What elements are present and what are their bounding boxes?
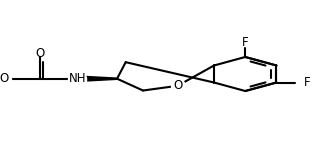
Text: F: F [242, 36, 249, 49]
Text: NH: NH [69, 72, 86, 85]
Text: F: F [304, 76, 310, 89]
Polygon shape [84, 76, 117, 81]
Text: O: O [35, 47, 44, 60]
Text: O: O [173, 79, 182, 92]
Text: O: O [0, 72, 8, 85]
